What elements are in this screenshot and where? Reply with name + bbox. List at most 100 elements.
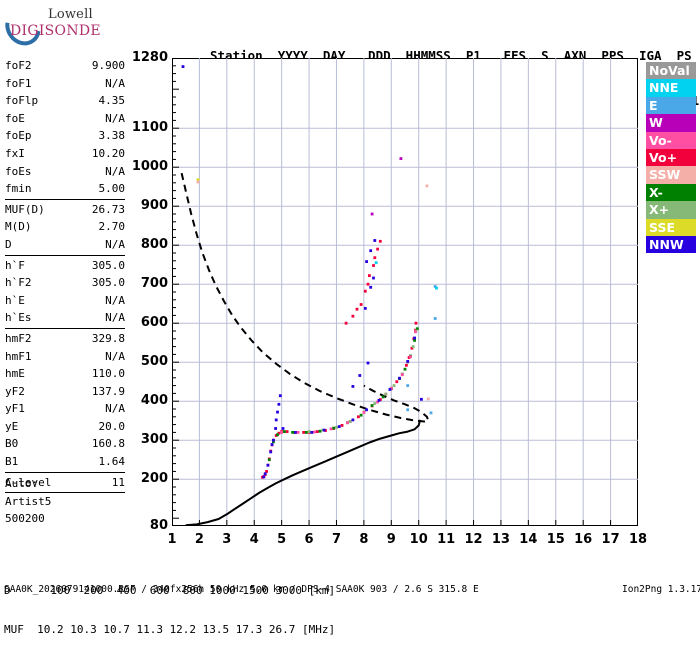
legend-item-nne[interactable]: NNE: [646, 79, 696, 97]
param-row: foEs N/A: [5, 163, 125, 181]
data-point: [398, 376, 401, 380]
y-axis-tick-label: 300: [140, 432, 168, 448]
param-row: hmF2 329.8: [5, 330, 125, 348]
data-point: [366, 361, 370, 365]
data-point: [351, 418, 355, 422]
data-point: [359, 303, 363, 306]
data-point: [196, 180, 200, 184]
data-point: [329, 427, 333, 431]
data-point: [276, 433, 279, 437]
data-point: [413, 339, 416, 342]
legend-item-e[interactable]: E: [646, 96, 696, 115]
data-point: [388, 388, 392, 391]
data-point: [270, 443, 274, 446]
file-info-footer: SAA0K_2026079141000.RSF / 340fx256h 50 k…: [4, 584, 479, 595]
param-name: D: [5, 237, 12, 251]
series-sse-scatter: [196, 178, 200, 182]
param-name: B1: [5, 455, 19, 469]
data-point: [374, 261, 378, 265]
legend-item-nnw[interactable]: NNW: [646, 235, 696, 254]
y-axis-tick-label: 500: [140, 354, 168, 370]
data-point: [277, 431, 281, 435]
series-nnw-scatter: [181, 65, 423, 479]
legend-item-vo-[interactable]: Vo-: [646, 131, 696, 149]
legend-item-w[interactable]: W: [646, 114, 696, 132]
legend-item-x-[interactable]: X-: [646, 183, 696, 202]
data-point: [267, 458, 271, 462]
param-value: N/A: [105, 164, 125, 178]
param-name: yF2: [5, 384, 25, 398]
data-point: [278, 394, 282, 398]
data-point: [403, 367, 407, 371]
param-divider: [5, 198, 125, 200]
param-row: C-level 11: [5, 474, 125, 492]
polarization-legend[interactable]: NoVal NNE E W Vo- Vo+ SSW X- X+ SSE NNW: [646, 62, 696, 254]
x-axis-tick-label: 9: [386, 532, 396, 547]
data-point: [337, 425, 341, 428]
muf-distance-row-d: D 100 200 400 600 800 1000 1500 3000 [km…: [4, 584, 336, 597]
param-name: yE: [5, 419, 19, 433]
data-point: [377, 399, 381, 402]
x-axis-tick-label: 15: [546, 532, 565, 547]
data-point: [313, 430, 316, 434]
data-point: [196, 178, 200, 182]
param-value: 10.20: [91, 146, 125, 160]
data-point: [276, 410, 279, 414]
auto-line: Auto:: [5, 477, 39, 490]
muf-distance-table: D 100 200 400 600 800 1000 1500 3000 [km…: [4, 558, 335, 649]
param-row: MUF(D) 26.73: [5, 201, 125, 219]
legend-item-noval[interactable]: NoVal: [646, 62, 696, 80]
y-axis-tick-label: 700: [140, 276, 168, 292]
y-axis-tick-label: 800: [140, 237, 168, 253]
data-point: [344, 321, 348, 325]
data-point: [406, 408, 410, 412]
data-point: [372, 276, 375, 280]
param-divider: [5, 254, 125, 256]
data-point: [274, 418, 278, 422]
data-point: [414, 330, 417, 334]
param-name: foFlp: [5, 94, 39, 108]
param-value: 305.0: [91, 276, 125, 290]
data-point: [410, 346, 414, 350]
data-point: [262, 475, 266, 479]
data-point: [283, 430, 286, 433]
param-divider: [5, 492, 125, 494]
ionogram-parameter-table: foF2 9.900 foF1 N/A foFlp 4.35 foE N/A foEp 3.38 f…: [5, 57, 125, 494]
y-axis-tick-label: 400: [140, 393, 168, 409]
data-point: [310, 431, 314, 434]
param-row: D N/A: [5, 236, 125, 254]
data-point: [363, 289, 367, 293]
param-value: N/A: [105, 237, 125, 251]
x-axis-labels: 1 2 3 4 5 6 7 8 9 10 11 12 13 14 15 16 17 18: [167, 532, 647, 550]
param-value: N/A: [105, 311, 125, 325]
data-point: [355, 307, 359, 311]
data-point: [406, 384, 410, 387]
param-name: h`F2: [5, 276, 32, 290]
legend-item-x-[interactable]: X+: [646, 201, 696, 219]
ionogram-plot[interactable]: [172, 58, 638, 526]
data-point: [266, 463, 270, 467]
param-name: yF1: [5, 402, 25, 416]
data-point: [272, 440, 275, 444]
param-value: 26.73: [91, 202, 125, 216]
legend-item-sse[interactable]: SSE: [646, 218, 696, 236]
data-point: [365, 408, 368, 412]
data-point: [405, 363, 408, 367]
param-value: 137.9: [91, 384, 125, 398]
data-point: [435, 286, 438, 290]
data-point: [406, 360, 410, 363]
legend-item-vo-[interactable]: Vo+: [646, 148, 696, 167]
legend-item-ssw[interactable]: SSW: [646, 166, 696, 184]
param-name: M(D): [5, 220, 32, 234]
param-row: yF2 137.9: [5, 383, 125, 401]
data-point: [415, 327, 419, 331]
data-point: [420, 397, 423, 401]
y-axis-tick-label: 1280: [131, 50, 168, 65]
plot-gridlines: [172, 58, 638, 526]
param-value: 160.8: [91, 437, 125, 451]
x-axis-tick-label: 14: [519, 532, 538, 547]
param-value: 3.38: [98, 129, 126, 143]
x-axis-tick-label: 13: [491, 532, 510, 547]
data-point: [272, 438, 275, 442]
auto-line: 500200: [5, 512, 45, 526]
